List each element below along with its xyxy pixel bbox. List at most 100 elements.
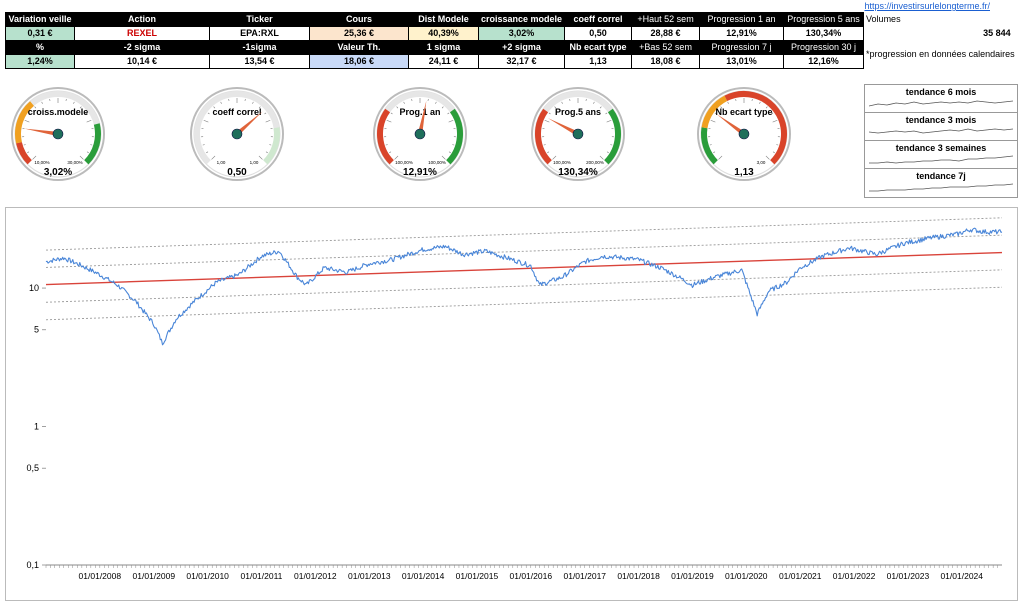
tendance-7j-label: tendance 7j xyxy=(916,171,966,181)
coeff-correl-gauge-needle xyxy=(235,111,263,136)
ticker-header: Ticker xyxy=(209,12,310,27)
ticker-value: EPA:RXL xyxy=(209,26,310,41)
coeff-correl-header: coeff correl xyxy=(564,12,633,27)
coeff-correl-gauge-min-label: 1,00 xyxy=(217,160,226,165)
tendance-3-semaines-label: tendance 3 semaines xyxy=(895,143,987,153)
x-tick-label: 01/01/2022 xyxy=(833,571,876,581)
x-tick-label: 01/01/2011 xyxy=(241,571,283,581)
price-chart-svg: 0,1 0,5 1 5 10 01/01/2008 01/01/2009 01/01/2010… xyxy=(26,217,1003,581)
x-tick-label: 01/01/2009 xyxy=(133,571,176,581)
variation-veille-header: Variation veille xyxy=(5,12,75,27)
coeff-correl-gauge: coeff correl 1,00 1,00 0,50 xyxy=(187,86,287,184)
percent-header: % xyxy=(5,40,75,55)
x-tick-label: 01/01/2013 xyxy=(348,571,391,581)
sigma-band-line xyxy=(45,286,1003,321)
trend-panel: tendance 6 mois tendance 3 mois tendance 3… xyxy=(864,84,1018,198)
variation-veille-value: 0,31 € xyxy=(5,26,75,41)
minus-1-sigma-header: -1sigma xyxy=(209,40,310,55)
y-tick-label: 1 xyxy=(34,422,39,432)
progression-5ans-gauge-needle xyxy=(547,118,580,136)
x-tick-label: 01/01/2010 xyxy=(186,571,229,581)
progression-1an-gauge-needle xyxy=(417,100,427,135)
y-tick-label: 0,5 xyxy=(26,463,39,473)
progression-30j-value: 12,16% xyxy=(783,54,865,69)
coeff-correl-gauge-max-label: 1,00 xyxy=(250,160,259,165)
minus-2-sigma-header: -2 sigma xyxy=(74,40,210,55)
coeff-correl-gauge-value: 0,50 xyxy=(227,167,247,178)
y-tick-label: 10 xyxy=(29,283,39,293)
progression-5ans-gauge-min-label: 100,00% xyxy=(553,160,571,165)
dist-modele-header: Dist Modele xyxy=(408,12,479,27)
x-tick-label: 01/01/2014 xyxy=(402,571,445,581)
price-chart: 0,1 0,5 1 5 10 01/01/2008 01/01/2009 01/01/2010… xyxy=(5,207,1018,601)
cours-header: Cours xyxy=(309,12,409,27)
nb-ecart-type-gauge-title: Nb ecart type xyxy=(715,107,772,117)
x-tick-label: 01/01/2023 xyxy=(887,571,930,581)
action-header: Action xyxy=(74,12,210,27)
bas-52-header: +Bas 52 sem xyxy=(631,40,701,55)
tendance-3-semaines-sparkline xyxy=(869,155,1013,164)
nb-ecart-type-header: Nb ecart type xyxy=(564,40,633,55)
x-tick-label: 01/01/2021 xyxy=(779,571,822,581)
progression-7j-value: 13,01% xyxy=(699,54,785,69)
croissance-modele-header: croissance modele xyxy=(477,12,566,27)
minus-2-sigma-value: 10,14 € xyxy=(74,54,210,69)
croissance-modele-gauge: croiss.modele 10,00% 30,00% 3,02% xyxy=(8,86,108,184)
croissance-modele-gauge-title: croiss.modele xyxy=(28,107,89,117)
x-tick-label: 01/01/2020 xyxy=(725,571,768,581)
croissance-modele-gauge-min-label: 10,00% xyxy=(34,160,49,165)
haut-52-value: 28,88 € xyxy=(631,26,701,41)
tendance-7j-sparkline xyxy=(869,183,1013,192)
progression-7j-header: Progression 7 j xyxy=(699,40,785,55)
tendance-6-mois: tendance 6 mois xyxy=(865,85,1017,113)
x-tick-label: 01/01/2024 xyxy=(940,571,983,581)
plus-2-sigma-value: 32,17 € xyxy=(477,54,566,69)
summary-table: Variation veille Action Ticker Cours Dist Mo… xyxy=(5,12,1017,69)
nb-ecart-type-gauge-needle xyxy=(716,114,746,136)
minus-1-sigma-value: 13,54 € xyxy=(209,54,310,69)
x-tick-label: 01/01/2012 xyxy=(294,571,337,581)
progression-1an-gauge: Prog.1 an 100,00% 100,00% 12,91% xyxy=(370,86,470,184)
dist-modele-value: 40,39% xyxy=(408,26,479,41)
plus-1-sigma-value: 24,11 € xyxy=(408,54,479,69)
coeff-correl-gauge-title: coeff correl xyxy=(212,107,261,117)
nb-ecart-type-gauge-value: 1,13 xyxy=(734,167,754,178)
plus-1-sigma-header: 1 sigma xyxy=(408,40,479,55)
tendance-3-mois-label: tendance 3 mois xyxy=(905,115,977,125)
tendance-6-mois-sparkline xyxy=(869,100,1013,107)
cours-value: 25,36 € xyxy=(309,26,409,41)
volumes-header: Volumes xyxy=(863,12,1017,27)
progression-5ans-gauge-max-label: 200,00% xyxy=(586,160,604,165)
progression-5ans-value: 130,34% xyxy=(783,26,865,41)
y-tick-label: 0,1 xyxy=(26,560,39,570)
nb-ecart-type-gauge: Nb ecart type 3,00 1,13 xyxy=(694,86,794,184)
action-value: REXEL xyxy=(74,26,210,41)
coeff-correl-value: 0,50 xyxy=(564,26,633,41)
progression-1an-gauge-value: 12,91% xyxy=(403,167,437,178)
progression-1an-value: 12,91% xyxy=(699,26,785,41)
croissance-modele-gauge-needle xyxy=(24,128,59,137)
croissance-modele-gauge-value: 3,02% xyxy=(44,167,72,178)
bas-52-value: 18,08 € xyxy=(631,54,701,69)
plus-2-sigma-header: +2 sigma xyxy=(477,40,566,55)
progression-30j-header: Progression 30 j xyxy=(783,40,865,55)
site-link[interactable]: https://investirsurlelongterme.fr/ xyxy=(864,1,990,11)
x-tick-label: 01/01/2018 xyxy=(617,571,660,581)
progression-5ans-gauge-title: Prog.5 ans xyxy=(555,107,601,117)
progression-5ans-gauge: Prog.5 ans 100,00% 200,00% 130,34% xyxy=(528,86,628,184)
haut-52-header: +Haut 52 sem xyxy=(631,12,701,27)
sigma-band-line xyxy=(45,269,1003,303)
progression-5ans-gauge-value: 130,34% xyxy=(558,167,598,178)
valeur-th-header: Valeur Th. xyxy=(309,40,409,55)
nb-ecart-type-gauge-max-label: 3,00 xyxy=(757,160,766,165)
y-tick-label: 5 xyxy=(34,325,39,335)
sigma-band-line xyxy=(45,217,1003,251)
progression-5ans-header: Progression 5 ans xyxy=(783,12,865,27)
tendance-7j: tendance 7j xyxy=(865,169,1017,196)
progression-footnote: *progression en données calendaires xyxy=(863,40,1017,69)
nb-ecart-type-value: 1,13 xyxy=(564,54,633,69)
x-tick-label: 01/01/2008 xyxy=(79,571,122,581)
progression-1an-gauge-title: Prog.1 an xyxy=(399,107,440,117)
croissance-modele-value: 3,02% xyxy=(477,26,566,41)
progression-1an-gauge-min-label: 100,00% xyxy=(395,160,413,165)
